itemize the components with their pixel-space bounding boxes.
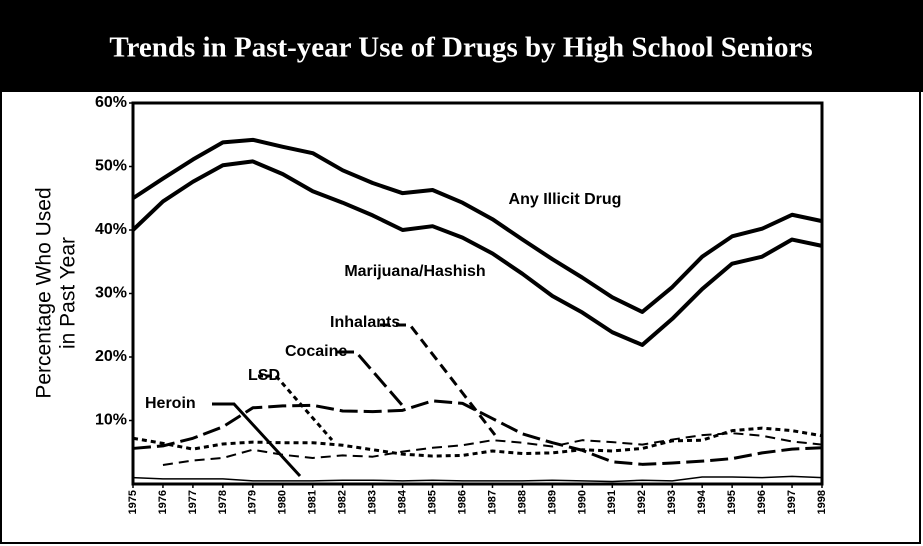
x-tick-label: 1996 <box>756 490 768 514</box>
y-tick-label: 60% <box>95 94 127 111</box>
x-tick-label: 1981 <box>307 490 319 514</box>
x-tick-label: 1977 <box>187 490 199 514</box>
x-tick-label: 1986 <box>456 490 468 514</box>
x-tick-label: 1983 <box>367 490 379 514</box>
x-tick-label: 1991 <box>606 490 618 514</box>
y-axis-label-line: in Past Year <box>57 237 80 349</box>
series-label: Inhalants <box>330 314 400 331</box>
series-label: Heroin <box>145 395 196 412</box>
x-tick-label: 1987 <box>486 490 498 514</box>
series-label: Marijuana/Hashish <box>344 263 485 280</box>
x-tick-label: 1997 <box>786 490 798 514</box>
series-line <box>132 475 823 483</box>
y-axis-label-line: Percentage Who Used <box>33 187 56 398</box>
y-tick-label: 50% <box>95 158 127 175</box>
x-tick-label: 1985 <box>426 490 438 514</box>
leader-line <box>258 374 334 441</box>
y-tick-label: 20% <box>95 348 127 365</box>
x-tick-label: 1998 <box>816 490 828 514</box>
leader-line <box>380 323 497 436</box>
series-label: Any Illicit Drug <box>509 191 622 208</box>
x-tick-label: 1978 <box>217 490 229 514</box>
x-tick-label: 1993 <box>666 490 678 514</box>
x-tick-label: 1989 <box>546 490 558 514</box>
y-tick-label: 40% <box>95 221 127 238</box>
x-tick-label: 1982 <box>337 490 349 514</box>
leader-line <box>336 350 404 406</box>
title-bar <box>0 0 923 92</box>
x-tick-label: 1984 <box>397 489 409 514</box>
series-line <box>131 159 823 347</box>
x-tick-label: 1992 <box>636 490 648 514</box>
y-tick-label: 30% <box>95 285 127 302</box>
x-tick-label: 1988 <box>516 490 528 514</box>
x-tick-label: 1976 <box>157 490 169 514</box>
x-tick-label: 1975 <box>127 490 139 514</box>
x-tick-label: 1980 <box>277 490 289 514</box>
series-line <box>132 426 823 458</box>
y-axis-label: Percentage Who Used in Past Year <box>33 187 80 398</box>
x-tick-label: 1995 <box>726 490 738 514</box>
x-tick-label: 1979 <box>247 490 259 514</box>
series-line <box>131 137 823 314</box>
series-label: LSD <box>248 367 280 384</box>
series-line <box>132 399 823 466</box>
series-label: Cocaine <box>285 343 347 360</box>
x-tick-label: 1994 <box>696 489 708 514</box>
x-tick-label: 1990 <box>576 490 588 514</box>
leader-line <box>212 402 302 478</box>
y-tick-label: 10% <box>95 412 127 429</box>
chart-title: Trends in Past-year Use of Drugs by High… <box>109 32 812 64</box>
